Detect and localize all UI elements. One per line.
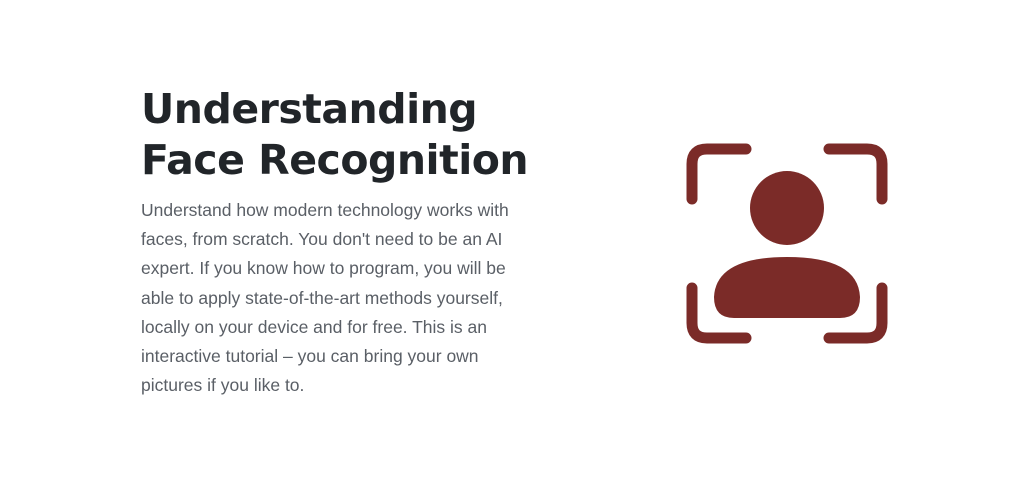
person-body (714, 257, 860, 318)
frame-corner-top-left (686, 143, 752, 205)
page-title: Understanding Face Recognition (141, 84, 541, 186)
hero-text: Understanding Face Recognition Understan… (141, 84, 541, 400)
hero-description: Understand how modern technology works w… (141, 200, 509, 396)
person-head (750, 171, 824, 245)
frame-corner-bottom-right (823, 282, 888, 344)
face-recognition-icon (686, 143, 888, 345)
page-title-line-2: Face Recognition (141, 136, 529, 184)
frame-corner-bottom-left (686, 282, 752, 344)
page-title-line-1: Understanding (141, 85, 478, 133)
frame-corner-top-right (823, 143, 888, 205)
